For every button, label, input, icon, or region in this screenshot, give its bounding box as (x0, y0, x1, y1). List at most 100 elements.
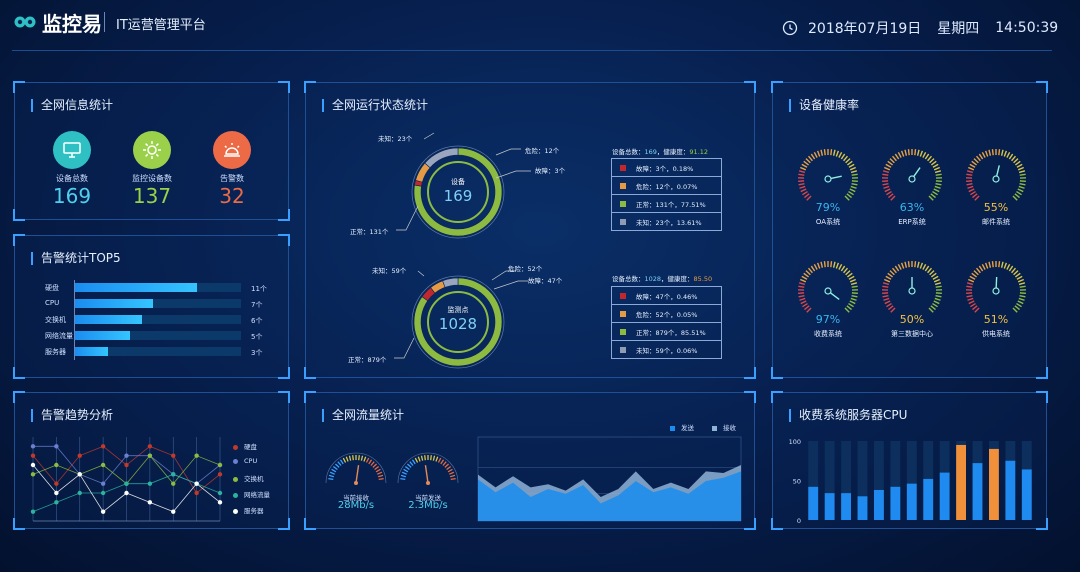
legend-label: 硬盘 (244, 443, 257, 451)
donut-outer-ring (411, 145, 505, 239)
mini-gauge-tick (365, 457, 370, 463)
mini-gauge-tick (414, 457, 419, 463)
donut-outer-ring (411, 275, 505, 369)
gauge-tick (838, 151, 843, 158)
mini-gauge-tick (363, 456, 367, 462)
top5-label: CPU (45, 299, 60, 307)
owl-logo-icon (14, 16, 36, 28)
gauge-tick (850, 185, 857, 189)
gauge-tick (969, 275, 976, 280)
gauge-tick (933, 188, 940, 193)
donut-devices-center-value: 169 (443, 187, 473, 205)
gauge-tick (849, 166, 856, 171)
mini-gauge-hub (426, 481, 430, 485)
gauge-tick (1014, 305, 1020, 311)
legend-swatch (620, 292, 626, 299)
gauge-tick (798, 170, 806, 174)
gauge-tick (838, 263, 843, 270)
gauge-tick (816, 262, 821, 269)
clock-icon (782, 20, 798, 36)
gauge-tick (924, 265, 930, 272)
network-status-title: 全网运行状态统计 (322, 99, 428, 112)
gauge-tick (934, 185, 941, 189)
gauge-tick (914, 261, 917, 268)
gauge-tick (1019, 285, 1026, 288)
top5-track (75, 347, 241, 356)
gauge-tick (988, 149, 992, 156)
cpu-bar (890, 486, 901, 520)
legend-label: 交换机 (244, 475, 264, 483)
gauge-tick (978, 265, 984, 272)
gauge-tick (882, 173, 889, 176)
cpu-bar (923, 478, 934, 520)
gauge-tick (1000, 261, 1004, 268)
gauge-tick (984, 262, 989, 269)
gauge-percent: 55% (983, 201, 1009, 214)
trend-point (147, 453, 153, 458)
gauge-tick (820, 149, 824, 156)
gauge-tick (966, 182, 973, 186)
gauge-needle (996, 165, 1000, 177)
trend-point (147, 500, 153, 505)
legend-text: 未知：59个，0.06% (636, 346, 698, 355)
mini-gauge-tick (449, 471, 455, 475)
gauge-tick (850, 297, 857, 301)
gauge-tick (823, 149, 826, 156)
top5-label: 硬盘 (45, 284, 59, 292)
top5-value: 3个 (251, 349, 263, 357)
mini-gauge-tick (334, 463, 340, 468)
gauge-tick (805, 158, 811, 164)
mini-gauge-hub (354, 481, 358, 485)
trend-point (54, 490, 59, 496)
trend-point (54, 481, 59, 486)
cpu-panel: 收费系统服务器CPU 100 50 0 (771, 391, 1048, 530)
trend-point (194, 453, 199, 458)
gauge-tick (1014, 193, 1020, 199)
trend-legend-item: 网络流量 (233, 489, 270, 499)
gauge-tick (851, 285, 858, 288)
gauge-tick (1013, 158, 1019, 164)
gauge-name: OA系统 (815, 218, 841, 226)
top5-label: 交换机 (45, 316, 66, 324)
gauge-tick (998, 261, 1001, 268)
trend-point (100, 462, 106, 468)
legend-text: 危险：12个，0.07% (636, 182, 698, 191)
gauge-tick (932, 163, 939, 168)
gauge-tick (810, 265, 816, 272)
callout-devices-danger: 危险：12个 (525, 147, 560, 155)
gauge-tick (933, 166, 940, 171)
top5-label: 网络流量 (45, 332, 73, 340)
gauge-tick (1019, 173, 1026, 176)
top5-track (75, 315, 241, 324)
mini-gauge-tick (352, 455, 354, 461)
top5-bar (75, 299, 153, 308)
trend-legend-item: 交换机 (233, 473, 264, 483)
gauge-tick (803, 272, 809, 278)
gauge-tick (1012, 307, 1018, 313)
legend-row: 正常：131个，77.51% (612, 195, 721, 213)
callout-devices-normal: 正常：131个 (350, 228, 389, 236)
donut-points-center-label: 监测点 (447, 306, 469, 314)
mini-gauge-tick (400, 474, 407, 478)
gauge-tick (849, 300, 856, 305)
gauge-tick (885, 275, 892, 280)
mini-gauge-tick (370, 461, 375, 466)
gauge-tick (846, 305, 852, 311)
cpu-bar (1005, 460, 1016, 520)
gauge-tick (882, 294, 889, 298)
gauge-tick (914, 149, 917, 156)
gauge-tick (810, 153, 816, 160)
gauge-tick (991, 261, 994, 268)
donut-inner-ring (427, 291, 489, 353)
gauge-tick (1006, 263, 1011, 270)
trend-point (100, 444, 106, 449)
trend-point (100, 509, 106, 514)
gauge-tick (1018, 297, 1025, 301)
gauge-tick (801, 275, 808, 280)
trend-panel: 告警趋势分析 硬盘 CPU 交换机 网络流量 服务器 (13, 391, 290, 530)
trend-title: 告警趋势分析 (31, 409, 113, 422)
mini-gauge-tick (375, 468, 381, 473)
top5-value: 7个 (251, 301, 263, 309)
cpu-bar (808, 486, 819, 520)
gauge-tick (844, 195, 850, 201)
